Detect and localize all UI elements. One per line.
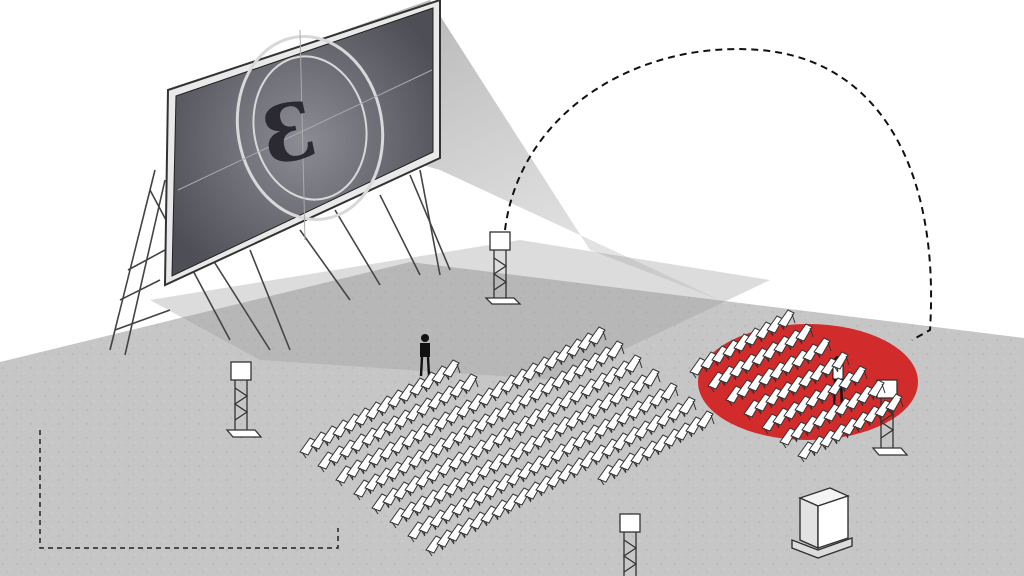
deck-chair-rows — [299, 309, 904, 557]
speaker-tower-icon — [225, 361, 263, 438]
deck-chair — [442, 359, 461, 381]
countdown-outer-ring — [235, 35, 385, 221]
coverage-arc — [504, 48, 932, 341]
person-icon — [419, 334, 431, 377]
deck-chair — [678, 396, 697, 418]
cinema-screen: 3 — [163, 0, 441, 287]
countdown-inner-ring — [252, 55, 368, 201]
deck-chair — [777, 309, 796, 331]
speaker-tower-icon — [484, 231, 522, 305]
deck-chair — [606, 340, 625, 362]
deck-chair — [795, 323, 814, 345]
deck-chair — [849, 365, 868, 387]
deck-chair — [660, 382, 679, 404]
deck-chair — [588, 326, 607, 348]
deck-chair — [885, 393, 904, 415]
deck-chair — [813, 337, 832, 359]
projector-booth-icon — [791, 487, 853, 559]
deck-chair — [624, 354, 643, 376]
deck-chair — [867, 379, 886, 401]
deck-chair — [831, 351, 850, 373]
speaker-tower-icon — [619, 513, 641, 576]
deck-chair — [460, 373, 479, 395]
deck-chair — [642, 368, 661, 390]
dashed-outline — [39, 430, 339, 549]
deck-chair — [696, 410, 715, 432]
